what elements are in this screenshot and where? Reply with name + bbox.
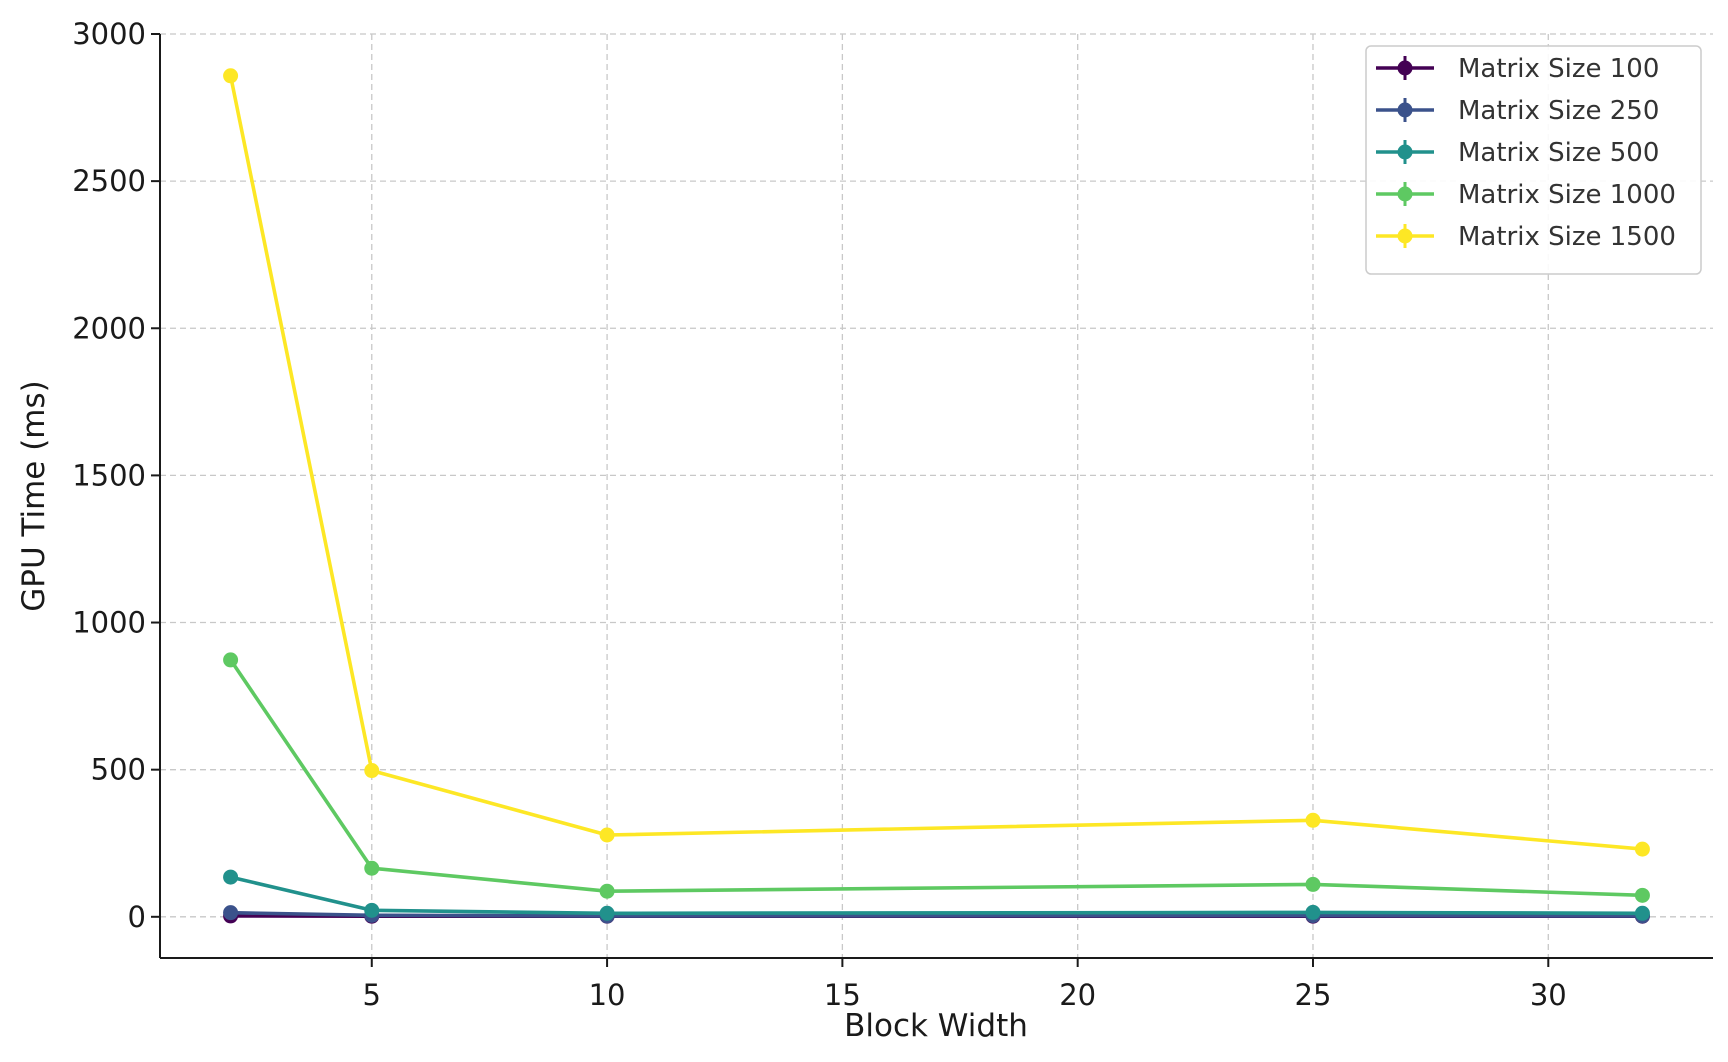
legend-marker (1397, 144, 1413, 160)
series-5 (223, 68, 1650, 857)
data-series (223, 68, 1650, 924)
y-tick-label: 2500 (72, 164, 146, 198)
legend-box (1365, 45, 1702, 275)
legend-label: Matrix Size 250 (1458, 96, 1659, 126)
data-point (223, 905, 239, 921)
x-tick-label: 20 (1059, 978, 1096, 1012)
legend-entry: Matrix Size 500 (1376, 138, 1659, 168)
data-point (364, 763, 380, 779)
legend: Matrix Size 100 Matrix Size 250 Matrix Siz… (1365, 45, 1702, 275)
legend-entry: Matrix Size 100 (1376, 54, 1659, 84)
y-tick-label: 1000 (72, 606, 146, 640)
legend-marker (1397, 228, 1413, 244)
legend-marker (1397, 60, 1413, 76)
data-point (599, 905, 615, 921)
data-point (599, 883, 615, 899)
y-tick-label: 1500 (72, 458, 146, 492)
x-tick-label: 10 (589, 978, 626, 1012)
data-point (364, 902, 380, 918)
y-tick-label: 500 (91, 753, 146, 787)
x-tick-label: 15 (824, 978, 861, 1012)
data-point (1305, 812, 1321, 828)
y-axis-label: GPU Time (ms) (16, 380, 52, 612)
y-tick-label: 0 (128, 900, 146, 934)
legend-label: Matrix Size 1500 (1458, 222, 1676, 252)
data-point (1634, 887, 1650, 903)
legend-label: Matrix Size 1000 (1458, 180, 1676, 210)
data-point (1634, 841, 1650, 857)
data-point (1305, 904, 1321, 920)
legend-label: Matrix Size 500 (1458, 138, 1659, 168)
legend-entry: Matrix Size 250 (1376, 96, 1659, 126)
series-line (230, 875, 1643, 916)
y-tick-label: 2000 (72, 311, 146, 345)
data-point (223, 869, 239, 885)
x-axis-label: Block Width (844, 1008, 1028, 1044)
data-point (223, 652, 239, 668)
legend-marker (1397, 102, 1413, 118)
series-line (229, 658, 1643, 898)
data-point (599, 827, 615, 843)
series-3 (223, 869, 1650, 921)
axes: 5 10 15 20 25 30 0 500 1000 1500 2000 2500 3000 (72, 17, 1713, 1012)
y-tick-label: 3000 (72, 17, 146, 51)
legend-marker (1397, 186, 1413, 202)
data-point (1634, 905, 1650, 921)
legend-entry: Matrix Size 1500 (1376, 222, 1676, 252)
x-tick-label: 25 (1295, 978, 1332, 1012)
data-point (223, 68, 239, 84)
series-4 (223, 652, 1650, 903)
data-point (364, 860, 380, 876)
data-point (1305, 876, 1321, 892)
legend-entry: Matrix Size 1000 (1376, 180, 1676, 210)
x-tick-label: 30 (1530, 978, 1567, 1012)
x-tick-label: 5 (363, 978, 381, 1012)
legend-label: Matrix Size 100 (1458, 54, 1659, 84)
